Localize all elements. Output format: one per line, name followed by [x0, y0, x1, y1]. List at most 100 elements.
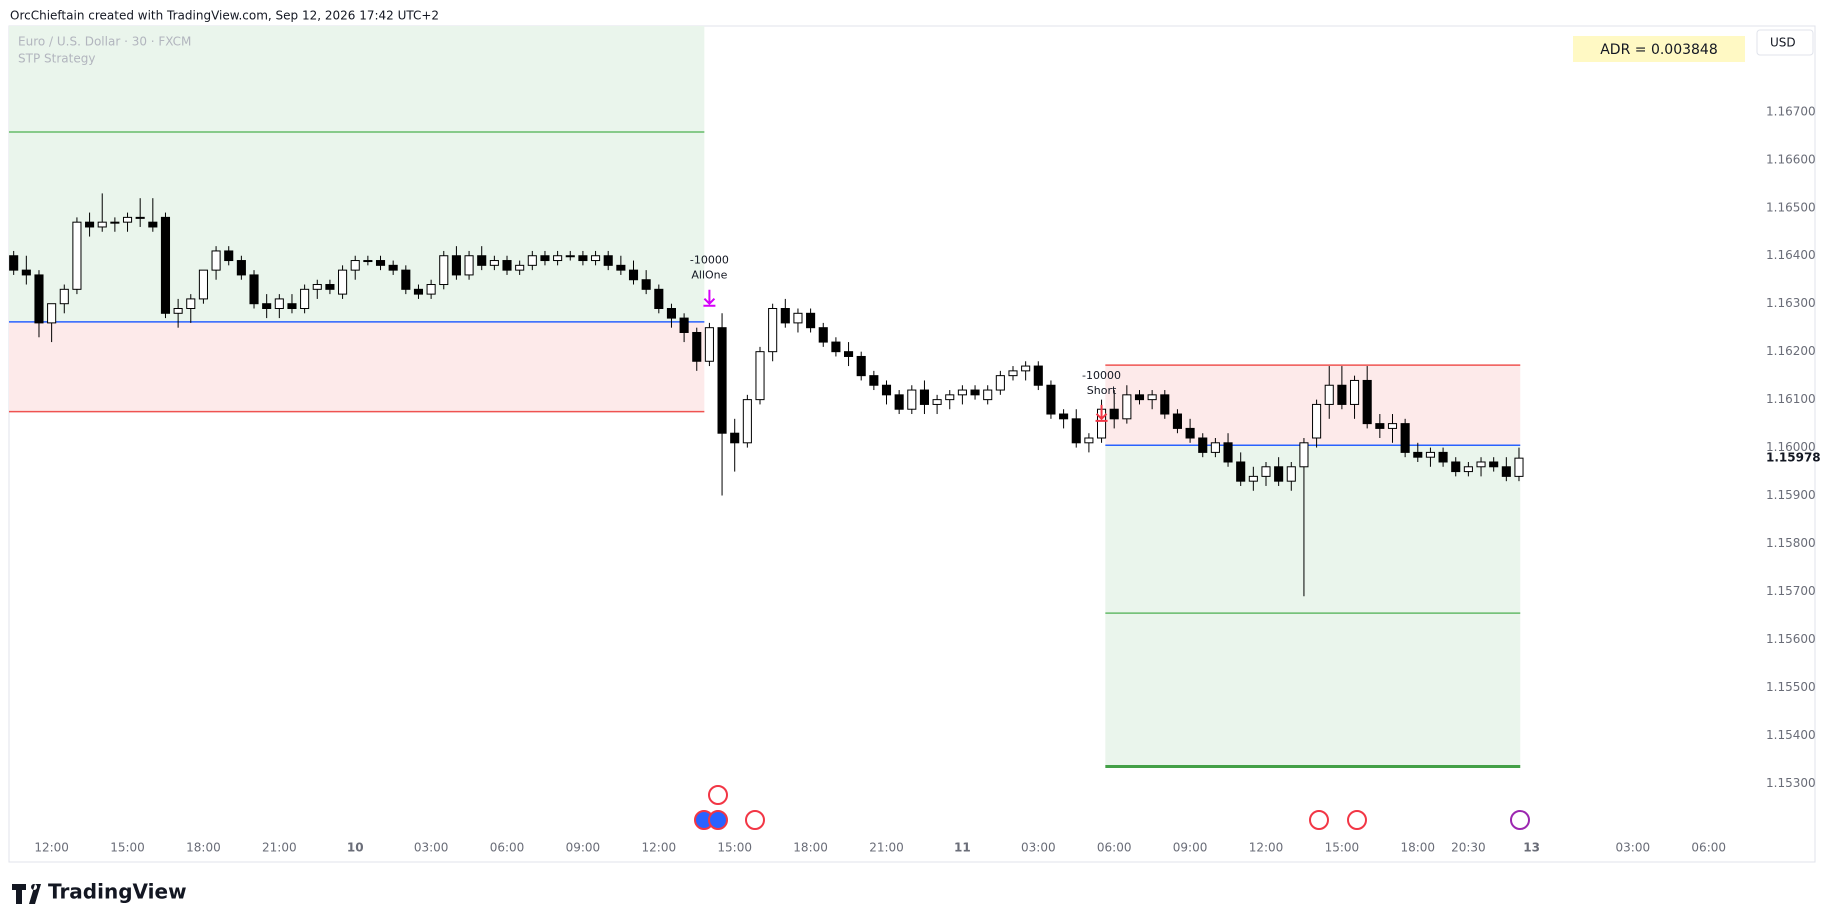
trade-label: AllOne: [691, 269, 727, 282]
candle-body: [1046, 384, 1056, 415]
candle-body: [995, 375, 1005, 391]
x-tick-label: 09:00: [1173, 841, 1208, 855]
candle-body: [325, 284, 335, 290]
candle-body: [616, 264, 626, 271]
x-tick-label: 18:00: [793, 841, 828, 855]
candle-body: [881, 384, 892, 396]
candle-body: [1438, 451, 1448, 463]
y-tick-label: 1.15700: [1766, 584, 1816, 598]
candle-body: [578, 255, 588, 262]
x-tick-label: 15:00: [1325, 841, 1360, 855]
event-icons: [694, 785, 1530, 830]
x-tick-label: 11: [954, 841, 971, 855]
candle-body: [869, 375, 879, 386]
candle-body: [793, 312, 803, 324]
x-tick-label: 03:00: [1616, 841, 1651, 855]
trade-qty: -10000: [1082, 369, 1121, 382]
currency-button[interactable]: [1756, 29, 1814, 56]
header: OrcChieftain created with TradingView.co…: [10, 9, 439, 23]
candle-body: [907, 389, 917, 410]
candle-body: [300, 288, 310, 310]
candle-body: [806, 312, 816, 329]
candle-body: [9, 255, 19, 271]
candle-body: [730, 432, 740, 444]
candle-body: [1451, 461, 1461, 473]
candle-body: [224, 250, 234, 262]
candle-body: [1084, 437, 1094, 444]
candle-body: [1413, 451, 1423, 458]
candle-body: [1248, 475, 1258, 482]
y-tick-label: 1.16500: [1766, 200, 1816, 214]
candle-body: [1324, 384, 1334, 405]
y-tick-label: 1.15500: [1766, 680, 1816, 694]
candle-body: [957, 389, 967, 396]
chart-subtitle: STP Strategy: [18, 52, 95, 66]
candle-body: [780, 308, 790, 324]
candle-body: [1172, 413, 1182, 429]
y-tick-label: 1.16400: [1766, 248, 1816, 262]
candle-body: [249, 274, 259, 305]
candle-body: [262, 303, 272, 310]
x-tick-label: 15:00: [717, 841, 752, 855]
candle-body: [831, 341, 841, 353]
candle-body: [388, 264, 398, 271]
x-tick-label: 10: [347, 841, 364, 855]
candle-body: [553, 255, 563, 262]
candle-body: [1362, 379, 1372, 425]
x-tick-label: 06:00: [1691, 841, 1726, 855]
candle-body: [338, 269, 348, 295]
x-tick-label: 13: [1523, 841, 1540, 855]
candle-body: [704, 327, 714, 362]
candle-body: [59, 288, 69, 305]
candle-body: [198, 269, 208, 300]
x-tick-label: 03:00: [1021, 841, 1056, 855]
candle-body: [1463, 466, 1473, 473]
candle-body: [755, 351, 765, 401]
candle-body: [477, 255, 487, 266]
y-tick-label: 1.16700: [1766, 104, 1816, 118]
brand-name: TradingView: [48, 880, 187, 904]
candle-body: [1349, 379, 1360, 405]
candle-body: [401, 269, 411, 290]
currency[interactable]: USD: [1770, 36, 1796, 50]
last-price-label: 1.15978: [1766, 451, 1821, 465]
candle-body: [1122, 394, 1132, 420]
x-tick-label: 18:00: [1400, 841, 1435, 855]
candle-body: [1387, 423, 1398, 429]
candle-body: [1489, 461, 1499, 468]
zone: [9, 321, 705, 412]
y-tick-label: 1.16600: [1766, 152, 1816, 166]
adr-label: ADR = 0.003848: [1600, 42, 1718, 58]
brand-logo: [12, 884, 41, 904]
x-tick-label: 06:00: [1097, 841, 1132, 855]
candle-body: [1236, 461, 1246, 482]
candle-body: [603, 255, 613, 266]
candle-body: [742, 399, 752, 444]
candle-body: [287, 303, 297, 310]
candle-body: [1514, 457, 1524, 477]
candle-body: [1476, 461, 1486, 468]
candle-body: [1059, 413, 1069, 420]
candle-body: [173, 308, 183, 314]
candle-body: [1071, 418, 1081, 444]
candle-body: [110, 221, 120, 224]
candle-body: [122, 216, 133, 223]
x-tick-label: 20:30: [1451, 841, 1486, 855]
candle-body: [489, 260, 499, 266]
zone: [1105, 445, 1521, 767]
candle-body: [426, 284, 436, 295]
candle-body: [628, 269, 639, 281]
plot-area: -10000 AllOne -10000 Short: [9, 26, 1524, 769]
trade-arrow: [703, 289, 716, 307]
candle-body: [1198, 437, 1208, 453]
candle-body: [565, 255, 575, 258]
candle-body: [439, 255, 449, 286]
candle-body: [236, 260, 246, 276]
y-tick-label: 1.15300: [1766, 776, 1816, 790]
candle-body: [1299, 442, 1309, 468]
candle-body: [464, 255, 474, 276]
candle-body: [932, 399, 942, 405]
candle-body: [72, 221, 82, 290]
candle-body: [1109, 408, 1119, 420]
